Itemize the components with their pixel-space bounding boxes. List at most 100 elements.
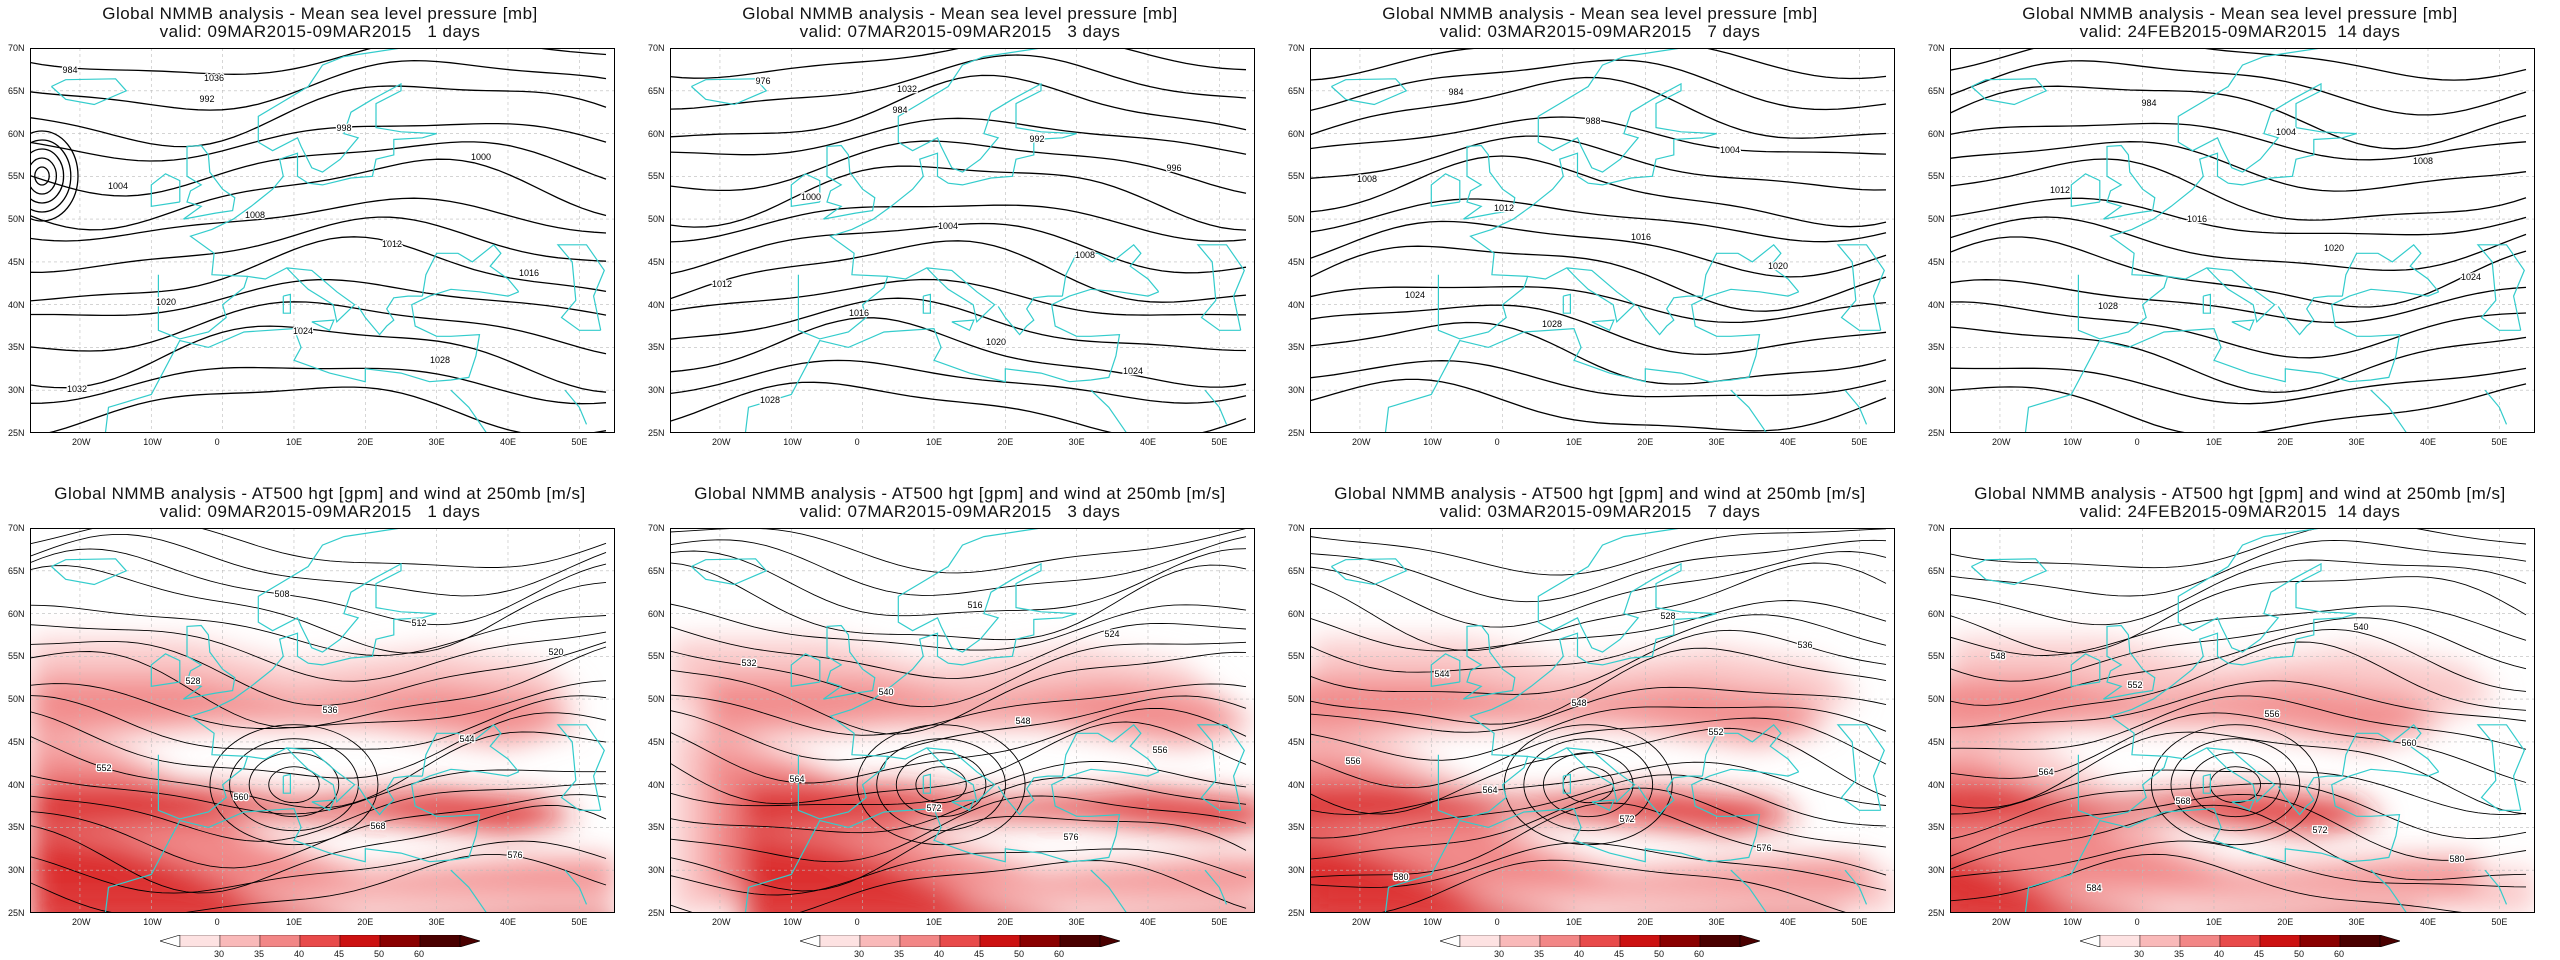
lat-tick: 25N <box>1288 428 1305 438</box>
lon-tick: 10E <box>2205 917 2222 927</box>
panel-title: Global NMMB analysis - Mean sea level pr… <box>102 4 538 23</box>
lat-tick: 55N <box>648 171 665 182</box>
lat-tick: 60N <box>1288 608 1305 619</box>
lat-tick: 45N <box>1288 256 1305 267</box>
colorbar-tick: 50 <box>374 949 385 959</box>
contour-label: 540 <box>878 687 893 697</box>
lon-tick: 40E <box>499 437 516 447</box>
lat-tick: 40N <box>648 779 665 790</box>
lat-tick: 35N <box>8 342 25 353</box>
map-frame <box>670 528 1255 913</box>
panel-valid: valid: 24FEB2015-09MAR2015 14 days <box>2079 22 2401 41</box>
lon-tick: 10W <box>783 437 802 447</box>
lat-tick: 60N <box>8 128 25 139</box>
map-frame <box>30 48 615 433</box>
lon-tick: 0 <box>2134 437 2140 447</box>
lat-tick: 40N <box>1928 299 1945 310</box>
contour-label: 564 <box>789 774 804 784</box>
contour-label: 984 <box>2141 98 2156 108</box>
panel-valid: valid: 07MAR2015-09MAR2015 3 days <box>799 22 1121 41</box>
lat-tick: 70N <box>1928 523 1945 533</box>
contour-label: 1008 <box>1075 250 1095 260</box>
lat-tick: 55N <box>648 651 665 662</box>
lat-tick: 60N <box>1928 128 1945 139</box>
lon-tick: 0 <box>854 437 860 447</box>
colorbar-tick: 50 <box>1654 949 1665 959</box>
lat-tick: 70N <box>8 43 25 53</box>
lon-tick: 0 <box>1494 917 1500 927</box>
colorbar-tick: 40 <box>1574 949 1585 959</box>
panel-title: Global NMMB analysis - Mean sea level pr… <box>2022 4 2458 23</box>
lon-tick: 10W <box>2063 437 2082 447</box>
map-frame <box>1950 48 2535 433</box>
colorbar-tick: 30 <box>214 949 225 959</box>
coastlines <box>690 48 1245 433</box>
lat-tick: 25N <box>8 908 25 918</box>
contour-label: 1020 <box>156 297 176 307</box>
lat-tick: 35N <box>8 822 25 833</box>
contour-label: 1032 <box>67 384 87 394</box>
contour-label: 576 <box>507 850 522 860</box>
panel-valid: valid: 09MAR2015-09MAR2015 1 days <box>159 502 481 521</box>
map-area: 984 992 998 1000 1004 1008 1012 1016 1020 1024 102… <box>30 48 615 433</box>
lon-tick: 10W <box>143 917 162 927</box>
map-frame <box>670 48 1255 433</box>
lat-tick: 50N <box>648 214 665 225</box>
contour-label: 1008 <box>1357 174 1377 184</box>
isolines <box>1950 528 2527 913</box>
lon-tick: 10W <box>143 437 162 447</box>
contour-label: 1004 <box>108 181 128 191</box>
contour-label: 576 <box>1756 843 1771 853</box>
contour-label: 576 <box>1063 832 1078 842</box>
contour-label: 556 <box>2264 709 2279 719</box>
colorbar-tick: 35 <box>894 949 905 959</box>
contour-label: 548 <box>1571 698 1586 708</box>
lat-tick: 70N <box>1288 43 1305 53</box>
lon-tick: 20W <box>1991 917 2011 927</box>
colorbar-tick: 60 <box>414 949 425 959</box>
lat-tick: 25N <box>648 428 665 438</box>
contour-label: 1016 <box>2187 214 2207 224</box>
coastlines <box>1970 528 2525 913</box>
colorbar-tick: 40 <box>934 949 945 959</box>
contour-label: 1008 <box>245 210 265 220</box>
contour-label: 1036 <box>204 73 224 83</box>
lon-tick: 10W <box>783 917 802 927</box>
panel-valid: valid: 03MAR2015-09MAR2015 7 days <box>1439 502 1761 521</box>
contour-label: 512 <box>411 618 426 628</box>
contour-label: 556 <box>1152 745 1167 755</box>
grid <box>1950 48 2535 433</box>
map-frame <box>30 528 615 913</box>
contour-label: 520 <box>548 647 563 657</box>
contour-label: 1024 <box>2461 272 2481 282</box>
grid <box>670 528 1255 913</box>
contour-label: 572 <box>926 803 941 813</box>
isolines <box>1950 48 2527 433</box>
contour-label: 992 <box>1029 134 1044 144</box>
lon-tick: 30E <box>1708 917 1725 927</box>
contour-label: 1004 <box>938 221 958 231</box>
panel-mslp-14days: Global NMMB analysis - Mean sea level pr… <box>1920 0 2560 480</box>
colorbar <box>160 935 480 947</box>
colorbar <box>1440 935 1760 947</box>
lat-tick: 30N <box>8 865 25 876</box>
lon-tick: 40E <box>1779 917 1796 927</box>
lat-tick: 45N <box>648 256 665 267</box>
contour-label: 1020 <box>2324 243 2344 253</box>
contour-label: 1004 <box>2276 127 2296 137</box>
panel-mslp-3days: Global NMMB analysis - Mean sea level pr… <box>640 0 1280 480</box>
lon-tick: 0 <box>214 437 220 447</box>
panel-title: Global NMMB analysis - AT500 hgt [gpm] a… <box>694 484 1226 503</box>
contour-label: 1024 <box>1405 290 1425 300</box>
colorbar-tick: 40 <box>2214 949 2225 959</box>
lon-tick: 30E <box>2348 917 2365 927</box>
lon-tick: 30E <box>1068 917 1085 927</box>
panel-valid: valid: 03MAR2015-09MAR2015 7 days <box>1439 22 1761 41</box>
lon-tick: 10E <box>285 437 302 447</box>
coastlines <box>1970 48 2525 433</box>
lon-tick: 50E <box>2491 437 2508 447</box>
colorbar-tick: 30 <box>1494 949 1505 959</box>
colorbar-tick: 45 <box>334 949 345 959</box>
panel-mslp-1day: Global NMMB analysis - Mean sea level pr… <box>0 0 640 480</box>
contour-label: 552 <box>2127 680 2142 690</box>
